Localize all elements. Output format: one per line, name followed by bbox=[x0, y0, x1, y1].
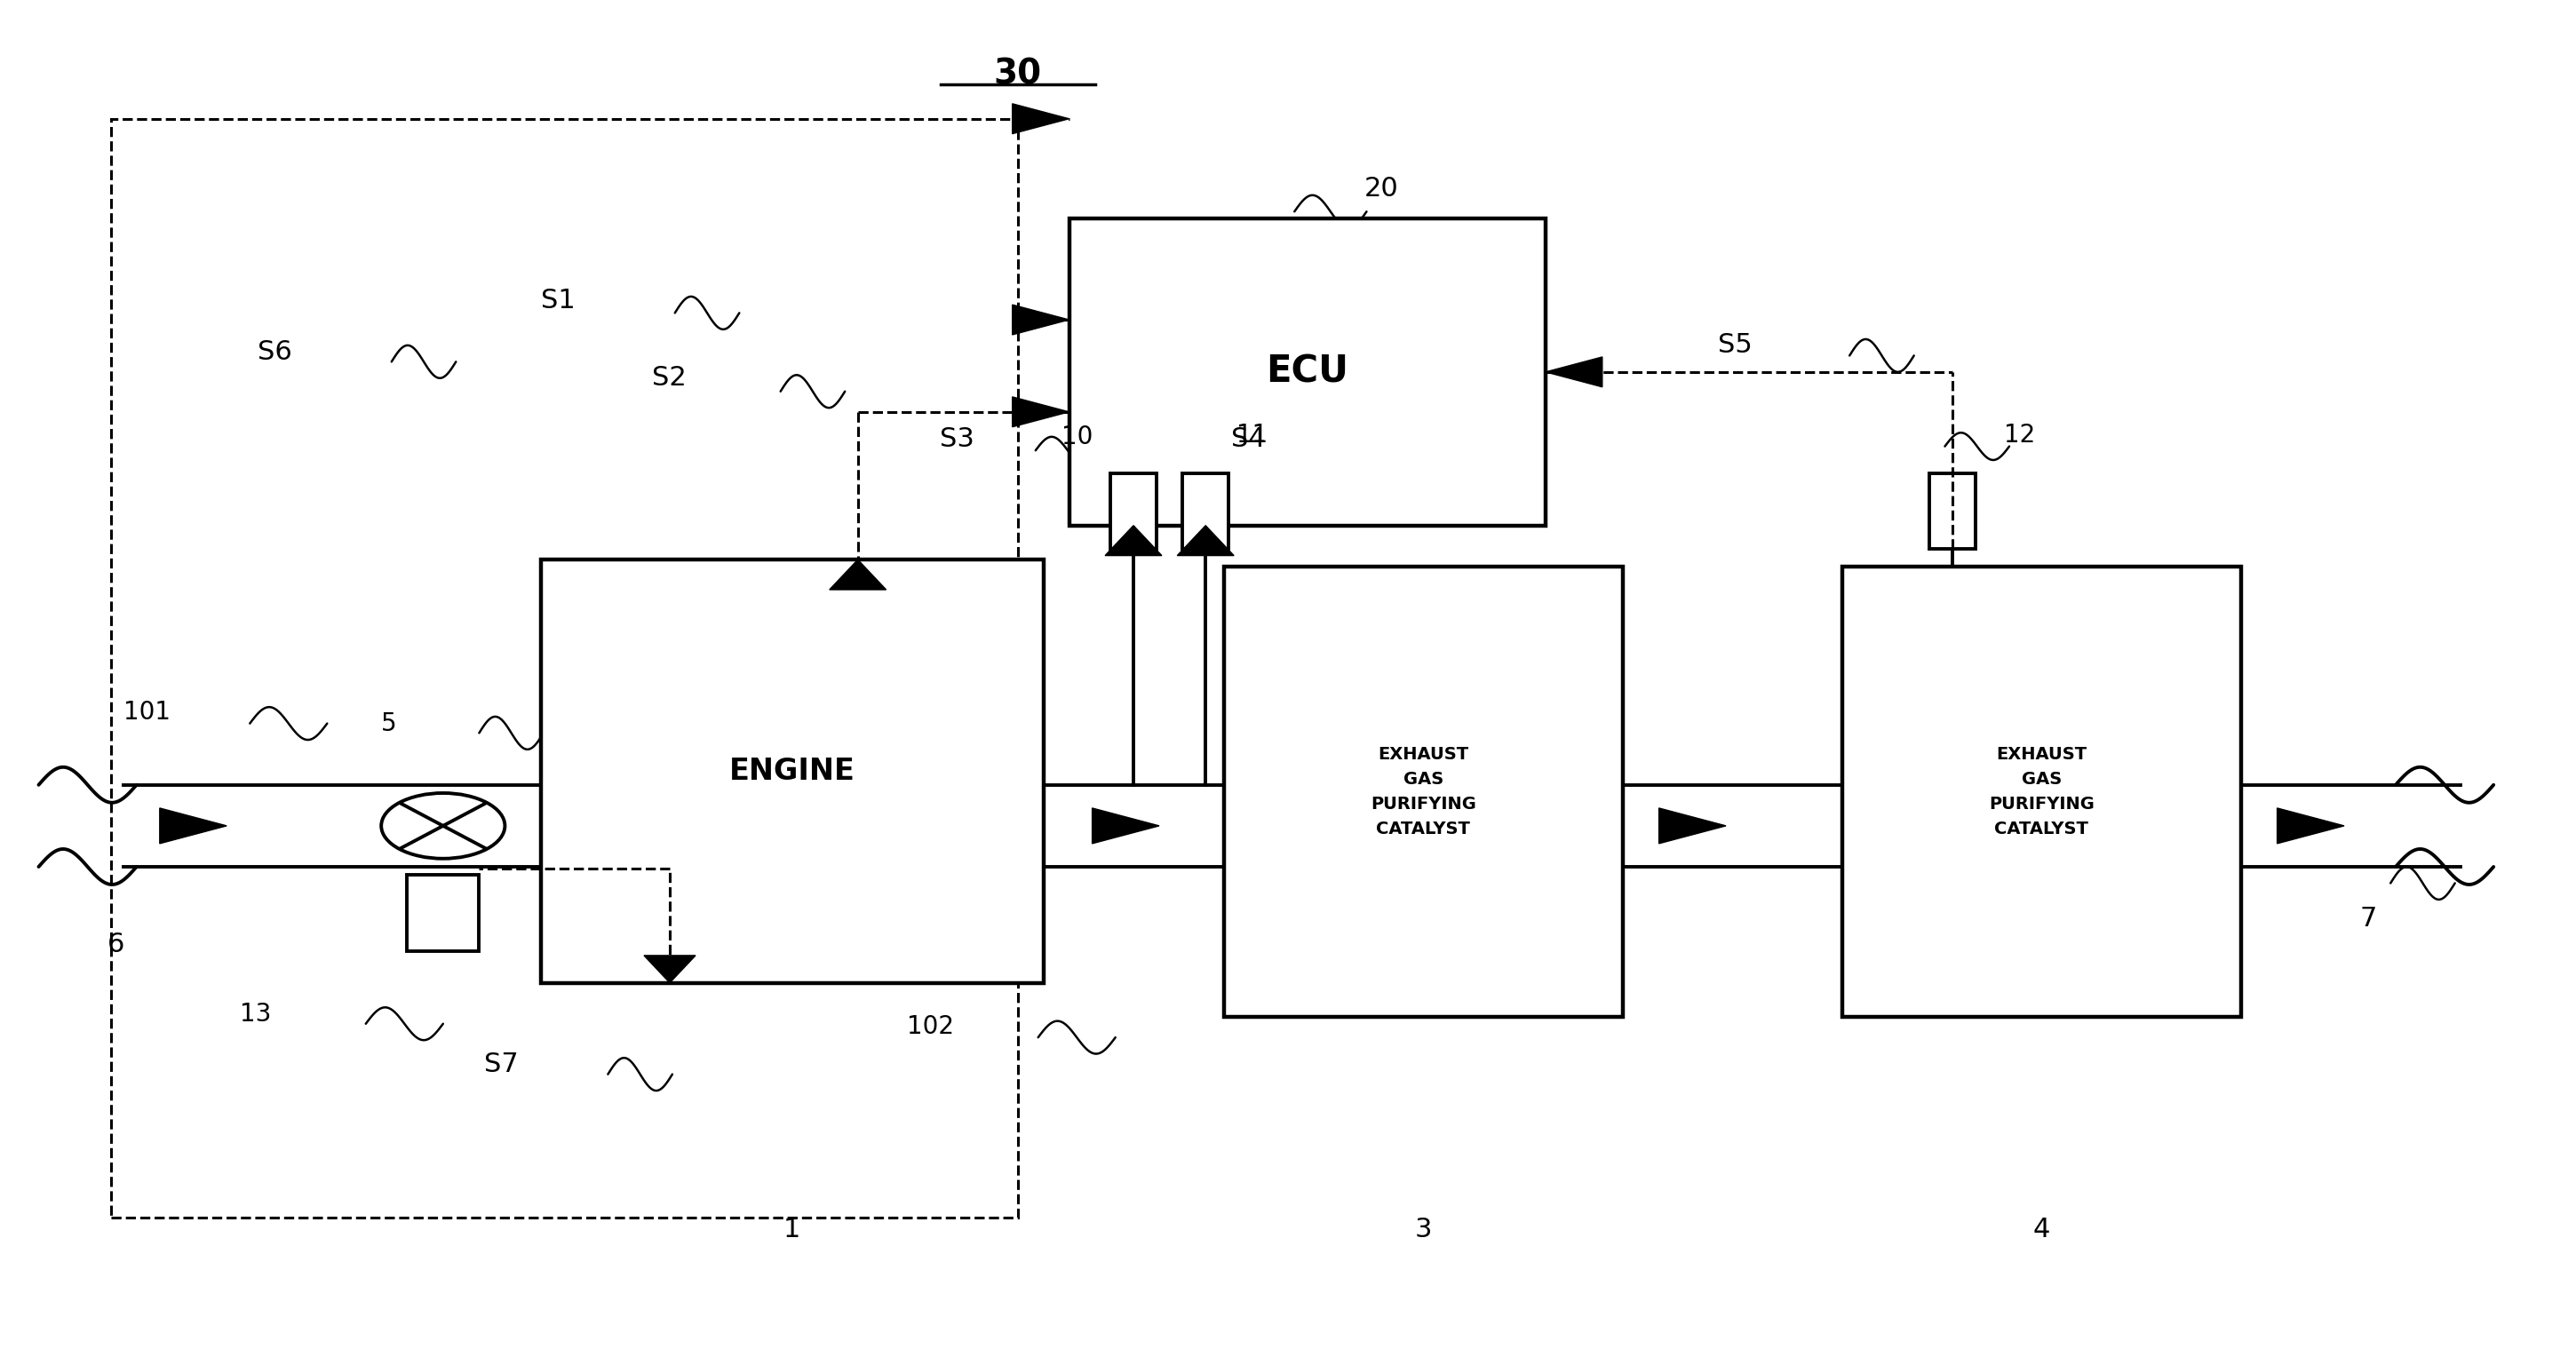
Text: S1: S1 bbox=[541, 288, 574, 314]
Bar bbox=[111, 119, 1018, 1218]
Polygon shape bbox=[1105, 526, 1162, 556]
Polygon shape bbox=[644, 955, 696, 983]
Bar bbox=[541, 560, 1043, 983]
Bar bbox=[1842, 566, 2241, 1017]
Polygon shape bbox=[2277, 808, 2344, 844]
Polygon shape bbox=[1092, 808, 1159, 844]
Text: 5: 5 bbox=[381, 711, 397, 736]
Bar bbox=[1929, 474, 1976, 549]
Text: S4: S4 bbox=[1231, 427, 1265, 452]
Text: ECU: ECU bbox=[1265, 354, 1350, 390]
Text: 7: 7 bbox=[2360, 906, 2378, 931]
Text: 4: 4 bbox=[2032, 1216, 2050, 1242]
Text: ENGINE: ENGINE bbox=[729, 756, 855, 786]
Text: 3: 3 bbox=[1414, 1216, 1432, 1242]
Text: S6: S6 bbox=[258, 340, 291, 364]
Polygon shape bbox=[1659, 808, 1726, 844]
Bar bbox=[1110, 474, 1157, 549]
Bar bbox=[1182, 474, 1229, 549]
Polygon shape bbox=[1177, 526, 1234, 556]
Polygon shape bbox=[1546, 356, 1602, 386]
Bar bbox=[407, 875, 479, 951]
Text: S5: S5 bbox=[1718, 332, 1752, 358]
Text: 30: 30 bbox=[994, 57, 1041, 91]
Polygon shape bbox=[1012, 104, 1069, 134]
Bar bbox=[1069, 218, 1546, 526]
Text: EXHAUST
GAS
PURIFYING
CATALYST: EXHAUST GAS PURIFYING CATALYST bbox=[1989, 745, 2094, 838]
Text: 11: 11 bbox=[1236, 423, 1267, 448]
Text: 1: 1 bbox=[783, 1216, 801, 1242]
Bar bbox=[1224, 566, 1623, 1017]
Polygon shape bbox=[1012, 397, 1069, 427]
Text: 10: 10 bbox=[1061, 425, 1092, 449]
Text: EXHAUST
GAS
PURIFYING
CATALYST: EXHAUST GAS PURIFYING CATALYST bbox=[1370, 745, 1476, 838]
Polygon shape bbox=[160, 808, 227, 844]
Text: S3: S3 bbox=[940, 427, 974, 452]
Text: 12: 12 bbox=[2004, 423, 2035, 448]
Text: 6: 6 bbox=[108, 932, 124, 957]
Polygon shape bbox=[829, 560, 886, 590]
Text: 101: 101 bbox=[124, 700, 170, 725]
Text: S2: S2 bbox=[652, 364, 685, 390]
Text: 13: 13 bbox=[240, 1002, 270, 1026]
Text: 20: 20 bbox=[1365, 176, 1399, 201]
Polygon shape bbox=[1012, 304, 1069, 334]
Text: S7: S7 bbox=[484, 1052, 518, 1077]
Text: 102: 102 bbox=[907, 1014, 953, 1039]
